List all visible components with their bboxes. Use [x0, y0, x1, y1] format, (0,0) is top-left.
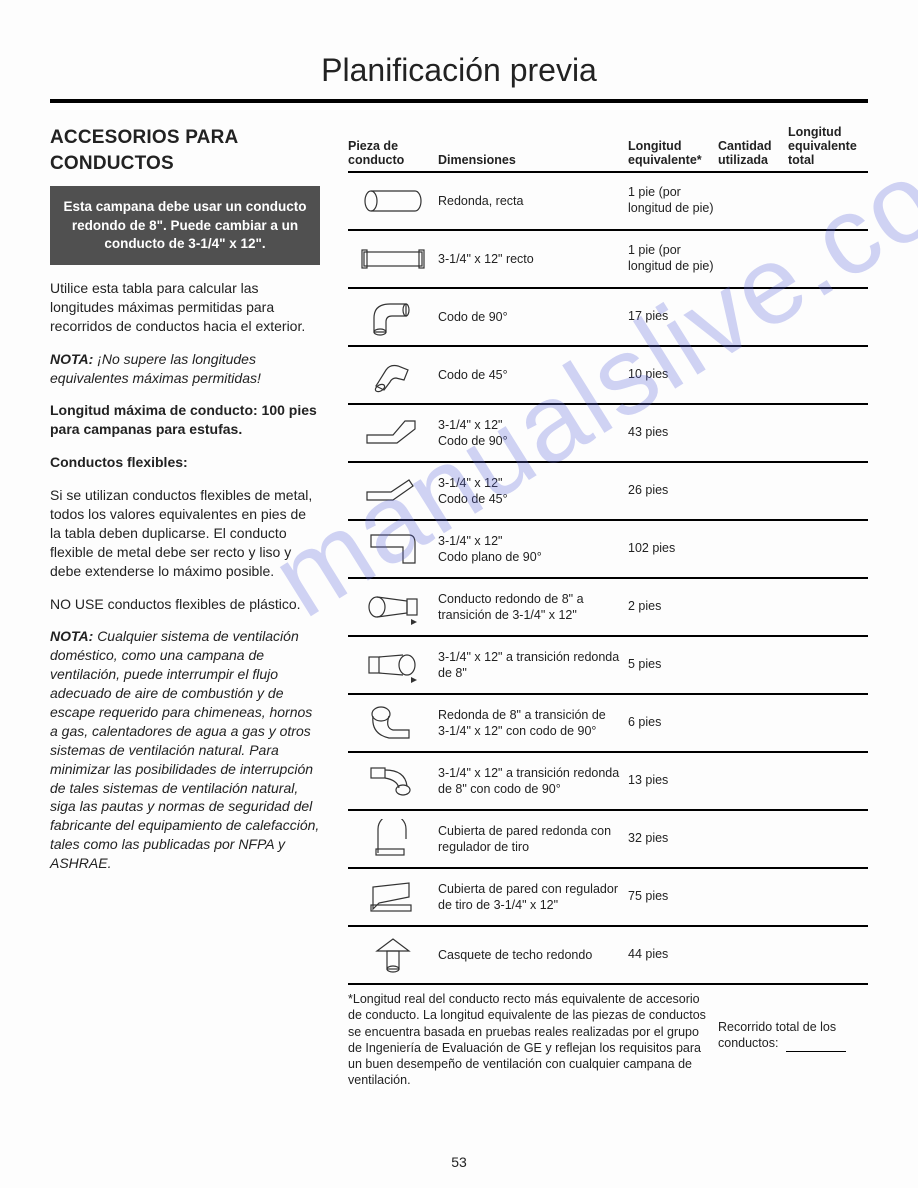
content-columns: ACCESORIOS PARA CONDUCTOS Esta campana d… — [50, 125, 868, 1089]
cell-dim: Cubierta de pared redonda con regulador … — [438, 823, 628, 856]
cell-dim: Casquete de techo redondo — [438, 947, 628, 963]
round-wall-cap-icon — [348, 819, 438, 859]
footnote-text: *Longitud real del conducto recto más eq… — [348, 991, 718, 1089]
cell-dim: 3-1/4" x 12" a transición redonda de 8" … — [438, 765, 628, 798]
flex-paragraph-1: Si se utilizan conductos flexibles de me… — [50, 486, 320, 580]
th-dimensions: Dimensiones — [438, 153, 628, 167]
cell-dim: 3-1/4" x 12" a transición redonda de 8" — [438, 649, 628, 682]
cell-eq: 102 pies — [628, 541, 718, 557]
note-text-2: Cualquier sistema de ventilación domésti… — [50, 628, 319, 871]
table-row: 3-1/4" x 12" a transición redonda de 8" … — [348, 753, 868, 811]
right-column: Pieza de conducto Dimensiones Longitud e… — [348, 125, 868, 1089]
rect-wall-cap-icon — [348, 877, 438, 917]
total-blank-line — [786, 1051, 846, 1052]
cell-eq: 26 pies — [628, 483, 718, 499]
round-to-rect-transition-icon — [348, 589, 438, 625]
footnote-row: *Longitud real del conducto recto más eq… — [348, 985, 868, 1089]
flex-paragraph-2: NO USE conductos flexibles de plástico. — [50, 595, 320, 614]
cell-dim: 3-1/4" x 12" Codo de 45° — [438, 475, 628, 508]
page-number: 53 — [0, 1154, 918, 1170]
rect-to-round-transition-icon — [348, 647, 438, 683]
intro-paragraph: Utilice esta tabla para calcular las lon… — [50, 279, 320, 336]
cell-eq: 6 pies — [628, 715, 718, 731]
cell-dim: 3-1/4" x 12" recto — [438, 251, 628, 267]
table-row: 3-1/4" x 12" Codo de 45° 26 pies — [348, 463, 868, 521]
cell-dim: Codo de 45° — [438, 367, 628, 383]
cell-eq: 75 pies — [628, 889, 718, 905]
cell-eq: 43 pies — [628, 425, 718, 441]
table-row: Cubierta de pared redonda con regulador … — [348, 811, 868, 869]
cell-dim: Redonda de 8" a transición de 3-1/4" x 1… — [438, 707, 628, 740]
table-row: 3-1/4" x 12" a transición redonda de 8" … — [348, 637, 868, 695]
cell-dim: Redonda, recta — [438, 193, 628, 209]
table-row: Codo de 90° 17 pies — [348, 289, 868, 347]
section-heading: ACCESORIOS PARA CONDUCTOS — [50, 125, 320, 176]
cell-dim: Conducto redondo de 8" a transición de 3… — [438, 591, 628, 624]
page: manualslive.com Planificación previa ACC… — [0, 0, 918, 1188]
table-row: Redonda de 8" a transición de 3-1/4" x 1… — [348, 695, 868, 753]
cell-eq: 13 pies — [628, 773, 718, 789]
th-quantity: Cantidad utilizada — [718, 139, 788, 167]
round-to-rect-90-icon — [348, 702, 438, 744]
cell-eq: 32 pies — [628, 831, 718, 847]
callout-box: Esta campana debe usar un conducto redon… — [50, 186, 320, 265]
cell-eq: 1 pie (por longitud de pie) — [628, 185, 718, 216]
max-length-text: Longitud máxima de conducto: 100 pies pa… — [50, 401, 320, 439]
cell-dim: 3-1/4" x 12" Codo de 90° — [438, 417, 628, 450]
note-2: NOTA: Cualquier sistema de ventilación d… — [50, 627, 320, 873]
th-equivalent: Longitud equivalente* — [628, 139, 718, 167]
total-label-block: Recorrido total de los conductos: — [718, 991, 868, 1089]
note-label: NOTA: — [50, 351, 93, 367]
rect-to-round-90-icon — [348, 760, 438, 802]
cell-eq: 5 pies — [628, 657, 718, 673]
table-row: Codo de 45° 10 pies — [348, 347, 868, 405]
cell-dim: 3-1/4" x 12" Codo plano de 90° — [438, 533, 628, 566]
roof-cap-icon — [348, 935, 438, 975]
table-header-row: Pieza de conducto Dimensiones Longitud e… — [348, 125, 868, 173]
table-row: Cubierta de pared con regulador de tiro … — [348, 869, 868, 927]
table-row: Conducto redondo de 8" a transición de 3… — [348, 579, 868, 637]
cell-eq: 10 pies — [628, 367, 718, 383]
elbow-45-icon — [348, 356, 438, 394]
rect-elbow-90-icon — [348, 415, 438, 451]
total-label: Recorrido total de los conductos: — [718, 1020, 836, 1050]
table-row: 3-1/4" x 12" recto 1 pie (por longitud d… — [348, 231, 868, 289]
table-row: Casquete de techo redondo 44 pies — [348, 927, 868, 985]
left-column: ACCESORIOS PARA CONDUCTOS Esta campana d… — [50, 125, 320, 1089]
table-row: 3-1/4" x 12" Codo plano de 90° 102 pies — [348, 521, 868, 579]
flex-heading: Conductos flexibles: — [50, 453, 320, 472]
rect-elbow-45-icon — [348, 474, 438, 508]
cell-eq: 44 pies — [628, 947, 718, 963]
cell-eq: 17 pies — [628, 309, 718, 325]
cell-dim: Codo de 90° — [438, 309, 628, 325]
rect-flat-elbow-90-icon — [348, 529, 438, 569]
cell-dim: Cubierta de pared con regulador de tiro … — [438, 881, 628, 914]
cell-eq: 2 pies — [628, 599, 718, 615]
duct-round-straight-icon — [348, 189, 438, 213]
table-row: 3-1/4" x 12" Codo de 90° 43 pies — [348, 405, 868, 463]
th-total: Longitud equivalente total — [788, 125, 868, 167]
elbow-90-icon — [348, 296, 438, 338]
title-rule — [50, 99, 868, 103]
note-label-2: NOTA: — [50, 628, 93, 644]
note-1: NOTA: ¡No supere las longitudes equivale… — [50, 350, 320, 388]
page-title: Planificación previa — [50, 52, 868, 89]
th-piece: Pieza de conducto — [348, 139, 438, 167]
duct-rect-straight-icon — [348, 246, 438, 272]
table-row: Redonda, recta 1 pie (por longitud de pi… — [348, 173, 868, 231]
cell-eq: 1 pie (por longitud de pie) — [628, 243, 718, 274]
